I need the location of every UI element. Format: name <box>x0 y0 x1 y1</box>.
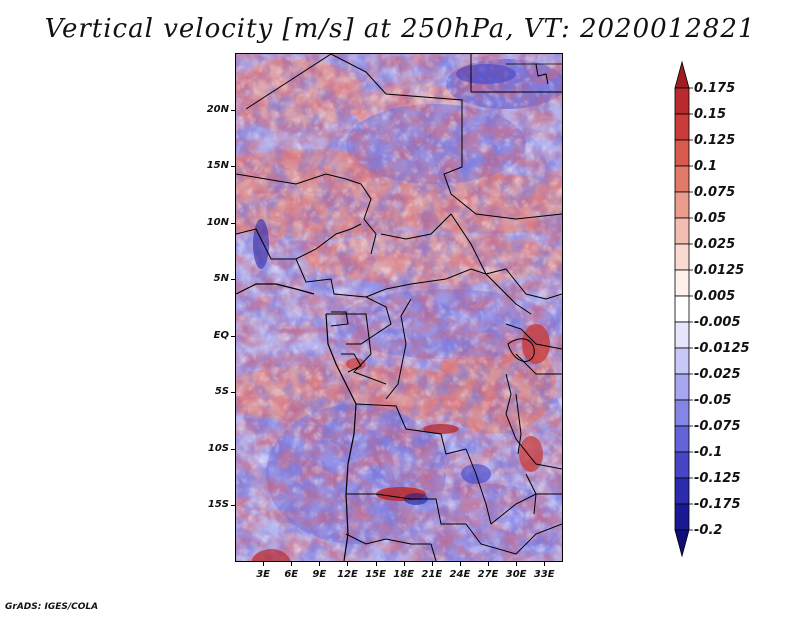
colorbar-segment <box>674 165 690 193</box>
colorbar-segment <box>674 113 690 141</box>
colorbar-segment <box>674 139 690 167</box>
lon-label: 27E <box>477 569 499 580</box>
colorbar-label: -0.005 <box>694 315 741 330</box>
lat-label: 5N <box>213 273 229 285</box>
colorbar-label: 0.1 <box>694 159 718 174</box>
lat-tick <box>231 222 235 224</box>
colorbar-label: -0.0125 <box>694 341 750 356</box>
colorbar-label: -0.025 <box>694 367 741 382</box>
lon-label: 12E <box>337 569 358 580</box>
colorbar-label: 0.075 <box>694 185 736 200</box>
colorbar-label: -0.125 <box>694 471 741 486</box>
lat-label: 10S <box>207 442 229 454</box>
lon-label: 3E <box>256 569 270 580</box>
lat-tick <box>231 166 235 168</box>
lat-label: EQ <box>213 329 229 341</box>
lat-tick <box>231 392 235 394</box>
colorbar-label: -0.075 <box>694 419 741 434</box>
colorbar-label: 0.005 <box>694 289 736 304</box>
colorbar-segment <box>674 373 690 401</box>
colorbar-segment <box>674 321 690 349</box>
lon-tick <box>459 562 461 566</box>
lat-tick <box>231 279 235 281</box>
lon-tick <box>544 562 546 566</box>
colorbar-segment <box>674 191 690 219</box>
lon-tick <box>516 562 518 566</box>
colorbar-segment <box>674 399 690 427</box>
lat-tick <box>231 448 235 450</box>
colorbar-segment <box>674 269 690 297</box>
colorbar-label: -0.05 <box>694 393 732 408</box>
colorbar-segment <box>674 87 690 115</box>
lat-label: 15S <box>207 499 229 511</box>
lon-label: 9E <box>312 569 327 580</box>
lon-label: 24E <box>449 569 471 580</box>
lon-label: 33E <box>533 569 555 580</box>
colorbar-segment <box>674 243 690 271</box>
chart-title: Vertical velocity [m/s] at 250hPa, VT: 2… <box>44 14 756 44</box>
lat-label: 10N <box>206 216 229 228</box>
footer-credit: GrADS: IGES/COLA <box>5 602 99 612</box>
lat-tick <box>231 505 235 507</box>
colorbar-label: -0.2 <box>694 523 723 538</box>
lon-tick <box>488 562 490 566</box>
colorbar-label: 0.025 <box>694 237 736 252</box>
colorbar-segment <box>674 347 690 375</box>
lon-label: 18E <box>393 569 415 580</box>
lat-tick <box>231 109 235 111</box>
colorbar-segment <box>674 477 690 505</box>
lon-label: 15E <box>365 569 386 580</box>
lon-tick <box>347 562 349 566</box>
lon-tick <box>403 562 405 566</box>
colorbar-label: -0.175 <box>694 497 741 512</box>
colorbar-label: -0.1 <box>694 445 723 460</box>
colorbar-label: 0.15 <box>694 107 727 122</box>
colorbar-label: 0.175 <box>694 81 736 96</box>
colorbar-segment <box>674 529 690 558</box>
lon-label: 30E <box>505 569 527 580</box>
colorbar-segment <box>674 217 690 245</box>
country-borders <box>236 54 562 561</box>
lat-label: 20N <box>206 103 229 115</box>
colorbar-label: 0.125 <box>694 133 736 148</box>
lat-tick <box>231 335 235 337</box>
lon-label: 6E <box>284 569 299 580</box>
colorbar-segment <box>674 295 690 323</box>
lon-tick <box>291 562 293 566</box>
lon-tick <box>431 562 433 566</box>
lon-tick <box>263 562 265 566</box>
lat-label: 15N <box>206 160 229 172</box>
velocity-map[interactable] <box>235 53 563 562</box>
lat-label: 5S <box>214 386 229 398</box>
lon-label: 21E <box>421 569 443 580</box>
colorbar-segment <box>674 451 690 479</box>
colorbar-label: 0.05 <box>694 211 727 226</box>
colorbar-segment <box>674 60 690 89</box>
colorbar-label: 0.0125 <box>694 263 745 278</box>
colorbar-segment <box>674 503 690 531</box>
colorbar-segment <box>674 425 690 453</box>
lon-tick <box>319 562 321 566</box>
lon-tick <box>375 562 377 566</box>
